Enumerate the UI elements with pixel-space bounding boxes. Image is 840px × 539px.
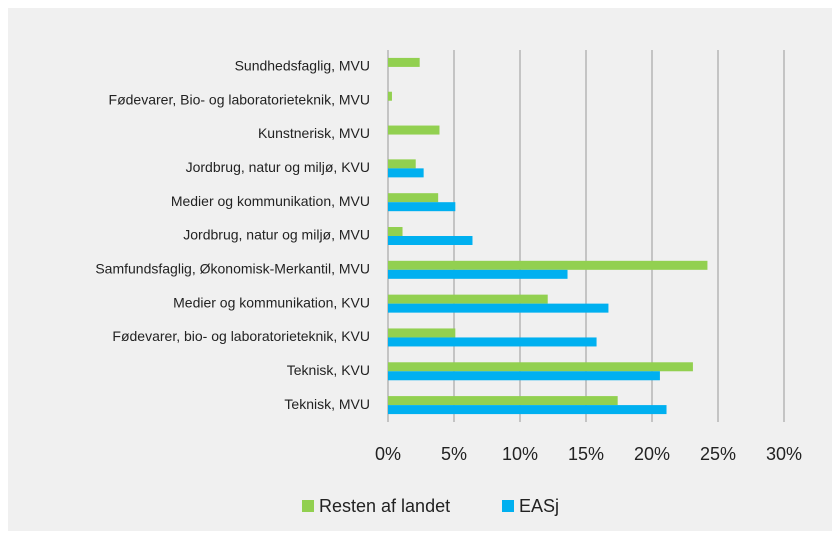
bar: [388, 236, 473, 245]
x-tick-label: 10%: [502, 444, 538, 464]
y-tick-label: Medier og kommunikation, KVU: [173, 294, 370, 310]
y-tick-label: Fødevarer, Bio- og laboratorieteknik, MV…: [109, 91, 370, 107]
y-tick-label: Jordbrug, natur og miljø, MVU: [183, 227, 370, 243]
bar: [388, 303, 609, 313]
y-tick-label: Medier og kommunikation, MVU: [171, 193, 370, 209]
bar: [388, 405, 667, 415]
x-tick-label: 20%: [634, 444, 670, 464]
y-tick-label: Kunstnerisk, MVU: [258, 125, 370, 141]
bar: [388, 57, 420, 67]
legend-label: EASj: [519, 496, 559, 516]
bar: [388, 371, 660, 381]
bar: [388, 396, 618, 406]
x-tick-label: 15%: [568, 444, 604, 464]
bar: [388, 193, 439, 203]
y-tick-label: Samfundsfaglig, Økonomisk-Merkantil, MVU: [95, 261, 370, 277]
y-tick-label: Teknisk, MVU: [284, 396, 370, 412]
bar: [388, 362, 693, 372]
legend-swatch: [502, 500, 514, 512]
y-tick-label: Fødevarer, bio- og laboratorieteknik, KV…: [112, 328, 370, 344]
legend-swatch: [302, 500, 314, 512]
bar: [388, 202, 456, 212]
bar: [388, 260, 708, 270]
bar: [388, 159, 416, 169]
bar: [388, 269, 568, 279]
x-tick-label: 30%: [766, 444, 802, 464]
bar: [388, 294, 548, 304]
bar: [388, 168, 424, 178]
bar: [388, 125, 440, 135]
x-tick-label: 25%: [700, 444, 736, 464]
bar: [388, 227, 403, 236]
y-tick-label: Jordbrug, natur og miljø, KVU: [186, 159, 370, 175]
x-tick-label: 5%: [441, 444, 467, 464]
legend-label: Resten af landet: [319, 496, 450, 516]
bar: [388, 328, 456, 338]
y-tick-label: Teknisk, KVU: [287, 362, 370, 378]
y-tick-label: Sundhedsfaglig, MVU: [235, 58, 370, 74]
x-tick-label: 0%: [375, 444, 401, 464]
bar: [388, 91, 392, 101]
bar: [388, 337, 597, 347]
